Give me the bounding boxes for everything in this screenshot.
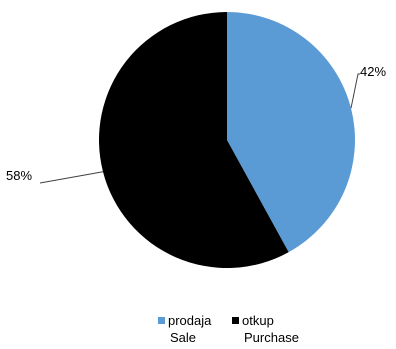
legend-label-prodaja: prodaja xyxy=(168,313,212,328)
legend-label-otkup: otkup xyxy=(242,313,274,328)
pie-slice-otkup xyxy=(99,12,289,268)
pie-slice-prodaja xyxy=(227,12,356,253)
data-label-otkup: 58% xyxy=(6,168,32,183)
legend-sublabel-purchase: Purchase xyxy=(244,330,299,345)
legend-key-prodaja xyxy=(158,317,165,324)
legend-sublabel-sale: Sale xyxy=(170,330,196,345)
data-labels-layer: 42% 58% xyxy=(6,64,386,183)
leader-line-otkup xyxy=(39,171,104,184)
slices-layer xyxy=(99,12,356,268)
legend-key-otkup xyxy=(232,317,239,324)
data-label-prodaja: 42% xyxy=(360,64,386,79)
leader-lines-layer xyxy=(39,73,360,184)
legend: prodaja Sale otkup Purchase xyxy=(158,313,299,345)
leader-line-prodaja xyxy=(350,73,360,109)
